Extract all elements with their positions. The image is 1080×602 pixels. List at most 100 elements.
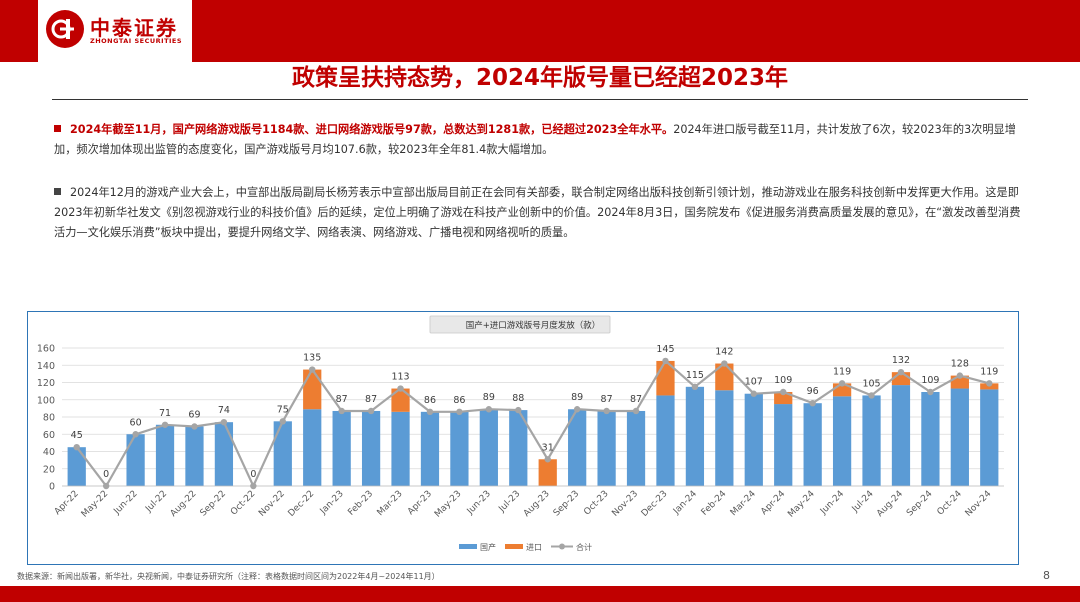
logo-name-cn: 中泰证券 [90,16,178,40]
total-point [573,406,581,413]
bar-domestic [774,404,793,486]
bar-domestic [126,434,145,486]
bar-domestic [980,389,999,486]
total-point [220,418,228,426]
total-point [309,366,316,373]
bar-domestic [479,409,498,486]
x-tick-label: Jun-24 [818,489,846,517]
total-data-label: 107 [745,377,763,388]
bar-domestic [744,393,763,486]
y-tick-label: 120 [37,378,55,389]
page-number: 8 [1043,569,1050,582]
bar-domestic [832,396,852,486]
bullet-square-icon [54,125,61,132]
x-tick-label: Mar-23 [376,489,405,518]
x-tick-label: Sep-23 [552,489,581,518]
total-data-label: 0 [250,469,256,480]
bar-domestic [656,395,675,486]
total-data-label: 119 [980,366,998,377]
bullet-2: 2024年12月的游戏产业大会上，中宣部出版局副局长杨芳表示中宣部出版局目前正在… [54,183,1030,243]
total-point [780,388,787,396]
total-point [809,400,816,407]
legend-label-domestic: 国产 [480,542,496,552]
data-source-note: 数据来源：新闻出版署，新华社，央视新闻，中泰证券研究所（注释：表格数据时间区间为… [17,572,440,581]
total-point [662,357,669,365]
x-tick-label: May-24 [786,489,817,520]
total-data-label: 86 [453,395,465,406]
bar-domestic [67,447,86,486]
x-tick-label: Jan-23 [318,489,346,517]
x-tick-label: Aug-24 [875,489,905,519]
total-point [73,443,80,451]
legend-swatch-import [505,544,523,549]
total-point [397,385,404,392]
total-point [515,406,522,414]
total-data-label: 109 [774,375,792,386]
y-tick-label: 60 [43,430,55,441]
total-data-label: 87 [336,394,348,405]
x-tick-label: Nov-23 [610,489,640,519]
bullet-1: 2024年截至11月，国产网络游戏版号1184款、进口网络游戏版号97款，总数达… [54,120,1030,160]
x-tick-label: Jul-24 [850,489,876,515]
total-point [868,392,875,399]
total-data-label: 142 [715,347,733,358]
header-bar-right [192,0,1080,62]
bar-domestic [303,409,322,486]
x-tick-label: Oct-24 [935,489,964,518]
x-tick-label: Mar-24 [729,489,758,518]
bar-import [538,459,557,486]
y-tick-label: 20 [43,464,55,475]
x-tick-label: Jul-23 [497,489,523,515]
x-tick-label: Jun-23 [465,489,493,517]
bar-domestic [803,403,822,486]
bar-domestic [155,424,175,486]
total-data-label: 87 [601,394,613,405]
total-point [338,407,345,415]
x-tick-label: Sep-22 [199,489,228,518]
total-data-label: 113 [391,372,409,383]
x-tick-label: Jul-22 [143,489,169,515]
bar-domestic [361,410,381,486]
x-tick-label: Nov-24 [964,489,994,519]
bar-import [303,369,322,410]
license-chart: 国产+进口游戏版号月度发放（款） 0 20 40 60 80 100 120 140 160 Apr… [37,315,1004,552]
x-tick-label: Dec-23 [640,489,670,519]
total-point [161,421,169,428]
x-tick-label: Aug-22 [169,489,199,519]
legend-swatch-domestic [459,544,477,549]
bar-domestic [950,388,969,486]
y-tick-label: 140 [37,361,55,372]
total-point [485,406,493,413]
total-point [426,408,434,416]
x-tick-label: Jun-22 [112,489,140,517]
total-point [456,408,463,416]
title-divider [52,99,1028,100]
x-tick-label: Sep-24 [905,489,935,519]
legend-label-import: 进口 [526,543,542,552]
total-data-label: 31 [542,442,554,453]
total-data-label: 105 [862,378,880,389]
x-tick-label: Apr-24 [759,489,787,517]
bar-domestic [568,409,587,486]
total-data-label: 128 [951,359,969,370]
x-tick-label: Apr-23 [406,489,434,517]
total-point [838,380,846,387]
total-point [191,423,198,430]
total-data-label: 132 [892,355,910,366]
bar-domestic [509,410,528,486]
bar-import [391,388,410,412]
total-data-label: 87 [630,394,642,405]
x-tick-label: Nov-22 [257,489,287,519]
y-tick-label: 80 [43,413,55,424]
bar-domestic [891,385,911,486]
bar-domestic [391,411,410,486]
total-point [897,368,905,376]
bar-domestic [597,410,616,486]
header-bar-left [0,0,38,62]
total-point [632,407,640,415]
bar-domestic [450,411,469,486]
chart-title: 国产+进口游戏版号月度发放（款） [466,320,601,331]
bar-domestic [685,386,705,486]
y-tick-label: 160 [37,344,55,355]
total-data-label: 119 [833,366,851,377]
